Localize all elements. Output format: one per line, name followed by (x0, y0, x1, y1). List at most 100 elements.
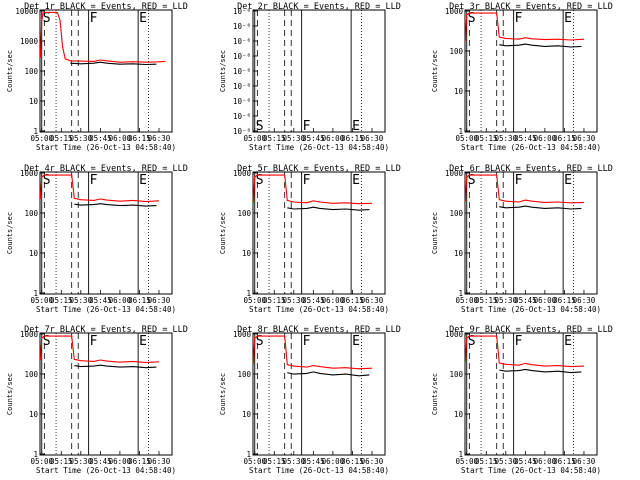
x-tick-label: 05:15 (475, 296, 498, 305)
y-tick-label: 1000 (233, 169, 252, 178)
y-tick-label: 100 (24, 209, 38, 218)
panel-title: Det 3r BLACK = Events, RED = LLD (449, 2, 613, 12)
y-tick-label: 1 (246, 450, 251, 459)
x-axis-label: Start Time (26-Oct-13 04:58:40) (249, 305, 389, 314)
x-tick-label: 05:00 (243, 296, 266, 305)
x-tick-label: 05:45 (514, 296, 537, 305)
marker-label-E: E (564, 11, 572, 26)
marker-label-S: S (43, 11, 51, 26)
x-tick-label: 05:00 (30, 134, 53, 143)
y-axis-label: Counts/sec (219, 212, 227, 254)
x-tick-label: 05:15 (263, 296, 286, 305)
x-tick-label: 05:15 (50, 134, 73, 143)
events-series-line (74, 203, 157, 207)
x-tick-label: 05:30 (283, 296, 306, 305)
events-series-line (74, 364, 157, 369)
y-tick-label: 100 (449, 47, 463, 56)
marker-label-S: S (256, 334, 264, 349)
x-tick-label: 05:00 (30, 296, 53, 305)
x-tick-label: 05:45 (514, 457, 537, 466)
x-tick-label: 05:15 (475, 457, 498, 466)
y-tick-label: 1000 (20, 330, 39, 339)
x-tick-label: 06:00 (322, 457, 345, 466)
panel-title: Det 6r BLACK = Events, RED = LLD (449, 164, 613, 174)
x-tick-label: 05:00 (30, 457, 53, 466)
marker-label-S: S (43, 173, 51, 188)
x-tick-label: 05:30 (70, 457, 93, 466)
x-tick-label: 05:15 (475, 134, 498, 143)
y-tick-label: 10⁻⁶ (233, 82, 251, 91)
detector-panel-6: Det 6r BLACK = Events, RED = LLD 1 10 100 10… (431, 164, 613, 314)
detector-panel-9: Det 9r BLACK = Events, RED = LLD 1 10 100 10… (431, 325, 613, 475)
lld-series-line (464, 174, 585, 204)
detector-panel-3: Det 3r BLACK = Events, RED = LLD 1 10 100 10… (431, 2, 613, 152)
x-tick-label: 06:30 (361, 296, 384, 305)
x-tick-label: 06:15 (128, 134, 151, 143)
y-axis-label: Counts/sec (431, 373, 439, 415)
x-tick-label: 06:15 (341, 296, 364, 305)
panel-title: Det 8r BLACK = Events, RED = LLD (237, 325, 401, 335)
y-tick-label: 1000 (20, 37, 39, 46)
plot-frame (39, 9, 173, 133)
marker-label-F: F (303, 173, 311, 188)
x-tick-label: 06:00 (109, 296, 132, 305)
marker-label-E: E (139, 11, 147, 26)
x-tick-label: 06:30 (361, 457, 384, 466)
y-tick-label: 1000 (445, 7, 464, 16)
events-series-line (70, 61, 157, 66)
events-series-line (499, 205, 582, 210)
marker-label-S: S (468, 173, 476, 188)
y-tick-label: 1000 (233, 330, 252, 339)
lld-series-line (39, 11, 166, 63)
events-series-line (499, 43, 582, 48)
y-tick-label: 10⁻⁶ (233, 112, 251, 121)
x-tick-label: 06:30 (573, 457, 596, 466)
y-tick-label: 10 (454, 249, 464, 258)
y-tick-label: 1 (33, 127, 38, 136)
x-axis-label: Start Time (26-Oct-13 04:58:40) (249, 143, 389, 152)
y-tick-label: 10⁻⁶ (233, 22, 251, 31)
x-tick-label: 05:30 (495, 134, 518, 143)
marker-label-E: E (352, 173, 360, 188)
panel-title: Det 2r BLACK = Events, RED = LLD (237, 2, 401, 12)
detector-panel-1: Det 1r BLACK = Events, RED = LLD 1 10 100 10… (6, 2, 188, 152)
detector-panel-5: Det 5r BLACK = Events, RED = LLD 1 10 100 10… (219, 164, 401, 314)
x-tick-label: 06:30 (361, 134, 384, 143)
x-axis-label: Start Time (26-Oct-13 04:58:40) (36, 466, 176, 475)
marker-label-E: E (352, 334, 360, 349)
x-tick-label: 06:00 (109, 134, 132, 143)
lld-series-line (464, 335, 585, 368)
y-tick-label: 1 (458, 289, 463, 298)
x-tick-label: 06:15 (341, 457, 364, 466)
y-axis-label: Counts/sec (219, 373, 227, 415)
y-axis-label: Counts/sec (219, 50, 227, 92)
y-tick-label: 100 (449, 370, 463, 379)
panel-title: Det 4r BLACK = Events, RED = LLD (24, 164, 188, 174)
x-tick-label: 06:15 (128, 296, 151, 305)
y-tick-label: 10 (242, 249, 252, 258)
x-tick-label: 06:15 (553, 134, 576, 143)
x-tick-label: 05:15 (50, 296, 73, 305)
panel-title: Det 7r BLACK = Events, RED = LLD (24, 325, 188, 335)
x-tick-label: 05:00 (243, 457, 266, 466)
x-tick-label: 05:15 (263, 134, 286, 143)
plot-frame (464, 171, 598, 295)
x-tick-label: 06:30 (573, 296, 596, 305)
x-tick-label: 06:15 (553, 296, 576, 305)
lld-series-line (464, 12, 585, 41)
marker-label-F: F (515, 173, 523, 188)
marker-label-E: E (139, 173, 147, 188)
x-tick-label: 06:00 (534, 457, 557, 466)
y-tick-label: 10⁻⁶ (233, 127, 251, 136)
events-series-line (287, 206, 370, 211)
y-tick-label: 10 (242, 410, 252, 419)
lld-series-line (252, 174, 373, 205)
marker-label-F: F (515, 11, 523, 26)
y-axis-label: Counts/sec (6, 373, 14, 415)
y-tick-label: 100 (24, 67, 38, 76)
y-axis-label: Counts/sec (6, 50, 14, 92)
detector-panel-8: Det 8r BLACK = Events, RED = LLD 1 10 100 10… (219, 325, 401, 475)
marker-label-S: S (256, 173, 264, 188)
panel-title: Det 5r BLACK = Events, RED = LLD (237, 164, 401, 174)
